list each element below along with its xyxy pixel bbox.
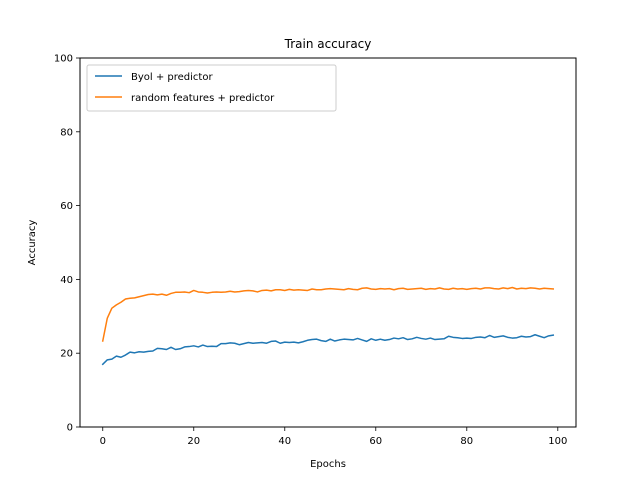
x-tick-label-0: 0: [100, 436, 106, 447]
legend-label-random-features: random features + predictor: [131, 93, 275, 104]
y-axis-label: Accuracy: [27, 220, 38, 266]
y-tick-label-100: 100: [54, 54, 73, 65]
legend-box: [86, 64, 337, 112]
series-lines: [101, 286, 555, 366]
x-axis-label: Epochs: [310, 459, 346, 470]
series-line-0: [101, 334, 555, 366]
legend-label-byol: Byol + predictor: [131, 72, 213, 83]
chart-title: Train accuracy: [284, 37, 372, 51]
axes-frame: [79, 57, 577, 428]
legend: Byol + predictor random features + predi…: [86, 64, 337, 112]
series-line-1: [101, 286, 555, 342]
y-tick-label-20: 20: [60, 349, 73, 360]
x-tick-label-100: 100: [548, 436, 567, 447]
y-axis-ticks: 0 20 40 60 80 100: [54, 54, 80, 434]
x-tick-label-60: 60: [369, 436, 382, 447]
y-tick-label-0: 0: [67, 423, 73, 434]
y-tick-label-80: 80: [60, 127, 73, 138]
y-tick-label-60: 60: [60, 201, 73, 212]
y-tick-label-40: 40: [60, 275, 73, 286]
x-tick-label-80: 80: [460, 436, 473, 447]
x-tick-label-40: 40: [278, 436, 291, 447]
x-tick-label-20: 20: [187, 436, 200, 447]
x-axis-ticks: 0 20 40 60 80 100: [100, 427, 567, 447]
